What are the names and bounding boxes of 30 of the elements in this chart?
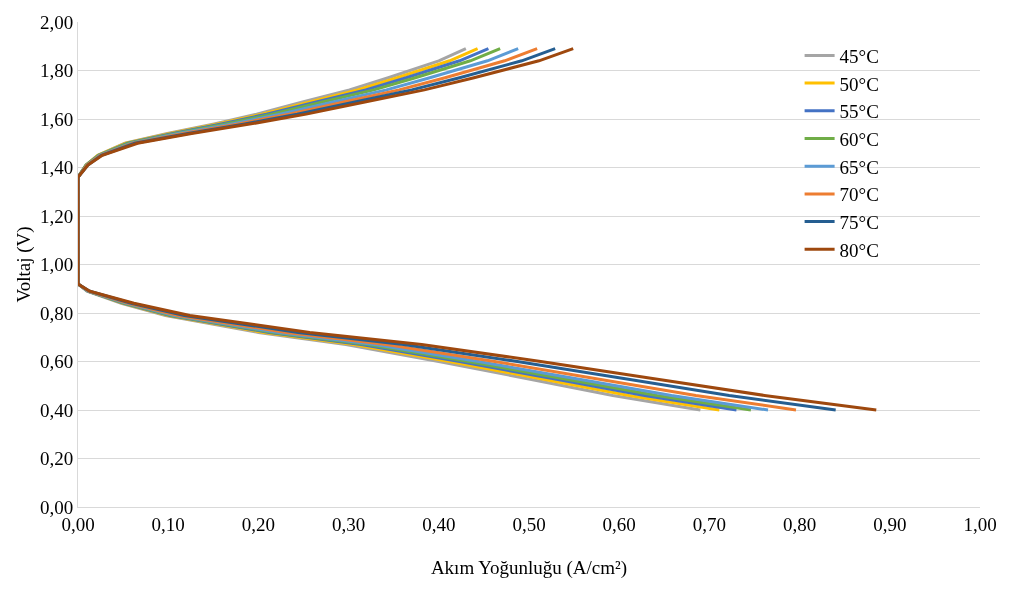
- y-tick-label: 1,80: [39, 60, 74, 82]
- x-tick-label: 0,40: [422, 513, 456, 535]
- x-tick-label: 0,80: [782, 513, 817, 535]
- legend-label: 50°C: [839, 73, 879, 95]
- x-axis-title: Akım Yoğunluğu (A/cm²): [430, 557, 628, 579]
- x-tick-label: 0,60: [602, 513, 636, 535]
- y-tick-label: 1,20: [39, 205, 74, 227]
- y-tick-label: 0,20: [39, 448, 74, 470]
- y-axis-title: Voltaj (V): [13, 226, 35, 303]
- legend-label: 70°C: [839, 184, 879, 206]
- legend-label: 45°C: [839, 45, 879, 67]
- y-tick-label: 1,60: [39, 108, 74, 130]
- x-tick-label: 0,30: [331, 513, 366, 535]
- y-tick-label: 0,60: [39, 351, 74, 373]
- y-tick-label: 2,00: [39, 11, 74, 33]
- y-tick-label: 1,00: [39, 254, 74, 276]
- x-tick-label: 0,70: [692, 513, 727, 535]
- y-tick-label: 0,80: [39, 302, 74, 324]
- x-tick-label: 0,20: [241, 513, 276, 535]
- legend-label: 60°C: [839, 128, 879, 150]
- x-tick-label: 1,00: [963, 513, 997, 535]
- x-tick-label: 0,90: [873, 513, 907, 535]
- legend-label: 55°C: [839, 101, 879, 123]
- x-tick-label: 0,10: [151, 513, 185, 535]
- y-tick-label: 1,40: [39, 157, 74, 179]
- legend-label: 75°C: [839, 212, 879, 234]
- legend-label: 65°C: [839, 156, 879, 178]
- y-tick-label: 0,40: [39, 399, 74, 421]
- x-tick-label: 0,50: [512, 513, 546, 535]
- legend-label: 80°C: [839, 239, 879, 261]
